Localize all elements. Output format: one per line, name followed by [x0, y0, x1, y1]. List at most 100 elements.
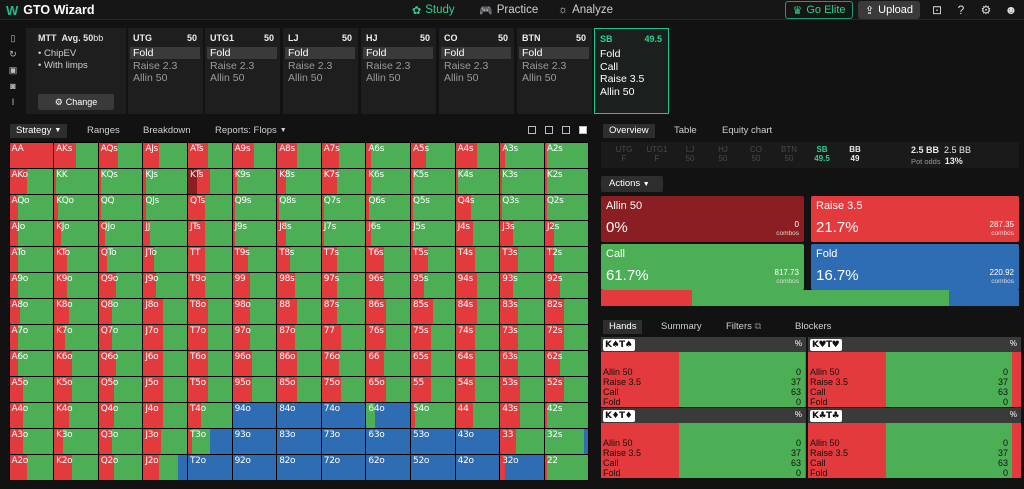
seq-lj[interactable]: LJ 50: [675, 145, 705, 163]
hand-cell-a8o[interactable]: A8o: [9, 298, 54, 324]
position-action[interactable]: Fold: [207, 47, 277, 59]
hand-cell-a4s[interactable]: A4s: [455, 142, 500, 168]
history-icon[interactable]: ↻: [9, 49, 17, 59]
hand-cell-92o[interactable]: 92o: [232, 454, 277, 480]
hand-card[interactable]: K♣T♣ % Allin 50 0 Raise 3.5 37 Call 63 Fold 0: [808, 408, 1021, 478]
hand-cell-32o[interactable]: 32o: [500, 454, 544, 480]
hand-cell-k8o[interactable]: K8o: [54, 298, 98, 324]
hand-cell-k9o[interactable]: K9o: [54, 272, 98, 298]
change-button[interactable]: ⚙ Change: [38, 94, 114, 110]
hand-cell-j8o[interactable]: J8o: [143, 298, 187, 324]
seq-bb[interactable]: BB 49: [840, 145, 870, 163]
hand-cell-q2o[interactable]: Q2o: [98, 454, 143, 480]
position-action[interactable]: Raise 2.3: [133, 59, 178, 72]
action-box-fold[interactable]: Fold 16.7% 220.92 combos: [811, 244, 1019, 290]
hand-cell-75o[interactable]: 75o: [321, 376, 366, 402]
go-elite-button[interactable]: ♛ Go Elite: [785, 1, 853, 19]
hand-cell-q4o[interactable]: Q4o: [98, 402, 143, 428]
hand-cell-j2o[interactable]: J2o: [143, 454, 187, 480]
hand-cell-j4s[interactable]: J4s: [455, 220, 500, 246]
hand-cell-83o[interactable]: 83o: [277, 428, 321, 454]
position-action[interactable]: Raise 2.3: [288, 59, 333, 72]
hand-cell-j9s[interactable]: J9s: [232, 220, 277, 246]
hand-cell-95o[interactable]: 95o: [232, 376, 277, 402]
position-action[interactable]: Fold: [130, 47, 200, 59]
hand-cell-76o[interactable]: 76o: [321, 350, 366, 376]
position-action[interactable]: Allin 50: [444, 72, 479, 84]
hand-cell-93s[interactable]: 93s: [500, 272, 544, 298]
position-action[interactable]: Raise 2.3: [522, 59, 567, 72]
hand-cell-22[interactable]: 22: [544, 454, 589, 480]
position-action[interactable]: Raise 2.3: [444, 59, 489, 72]
hand-cell-jto[interactable]: JTo: [143, 246, 187, 272]
hand-cell-72o[interactable]: 72o: [321, 454, 366, 480]
hand-cell-63o[interactable]: 63o: [366, 428, 411, 454]
hand-cell-k7s[interactable]: K7s: [321, 168, 366, 194]
hand-cell-85o[interactable]: 85o: [277, 376, 321, 402]
hand-cell-k2s[interactable]: K2s: [544, 168, 589, 194]
tab-hands[interactable]: Hands: [603, 320, 643, 334]
hand-cell-86o[interactable]: 86o: [277, 350, 321, 376]
upload-button[interactable]: ⇪ Upload: [858, 1, 920, 19]
hand-cell-44[interactable]: 44: [455, 402, 500, 428]
hand-cell-j4o[interactable]: J4o: [143, 402, 187, 428]
hand-cell-k7o[interactable]: K7o: [54, 324, 98, 350]
hand-cell-a7o[interactable]: A7o: [9, 324, 54, 350]
hand-cell-t7s[interactable]: T7s: [321, 246, 366, 272]
hand-cell-54o[interactable]: 54o: [411, 402, 455, 428]
position-action[interactable]: Fold: [363, 47, 433, 59]
position-action[interactable]: Allin 50: [288, 72, 323, 84]
hand-cell-a5o[interactable]: A5o: [9, 376, 54, 402]
hand-cell-a9o[interactable]: A9o: [9, 272, 54, 298]
tab-blockers[interactable]: Blockers: [795, 321, 832, 332]
hand-cell-t4o[interactable]: T4o: [187, 402, 232, 428]
position-action[interactable]: Raise 2.3: [366, 59, 411, 72]
hand-cell-ajs[interactable]: AJs: [143, 142, 187, 168]
text-cursor-icon[interactable]: I: [11, 97, 15, 107]
hand-cell-62s[interactable]: 62s: [544, 350, 589, 376]
hand-cell-a8s[interactable]: A8s: [277, 142, 321, 168]
position-card-utg1[interactable]: UTG1 50 Fold Raise 2.3 Allin 50: [205, 28, 280, 114]
logo[interactable]: W GTO Wizard: [6, 2, 94, 18]
hand-cell-99[interactable]: 99: [232, 272, 277, 298]
hand-cell-t8s[interactable]: T8s: [277, 246, 321, 272]
hand-cell-t5s[interactable]: T5s: [411, 246, 455, 272]
seq-hj[interactable]: HJ 50: [708, 145, 738, 163]
hand-cell-kqo[interactable]: KQo: [54, 194, 98, 220]
save-icon[interactable]: ▣: [8, 65, 18, 75]
seq-btn[interactable]: BTN 50: [774, 145, 804, 163]
hand-cell-q9s[interactable]: Q9s: [232, 194, 277, 220]
position-action[interactable]: Allin 50: [133, 72, 168, 84]
hand-cell-j6o[interactable]: J6o: [143, 350, 187, 376]
action-box-call[interactable]: Call 61.7% 817.73 combos: [601, 244, 804, 290]
hand-cell-k4o[interactable]: K4o: [54, 402, 98, 428]
tab-breakdown[interactable]: Breakdown: [143, 125, 191, 136]
hand-cell-k2o[interactable]: K2o: [54, 454, 98, 480]
position-action[interactable]: Fold: [285, 47, 355, 59]
hand-cell-aqs[interactable]: AQs: [98, 142, 143, 168]
hand-cell-qjs[interactable]: QJs: [143, 194, 187, 220]
nav-analyze[interactable]: ☼ Analyze: [558, 2, 613, 18]
hand-cell-kjs[interactable]: KJs: [143, 168, 187, 194]
hand-cell-q7s[interactable]: Q7s: [321, 194, 366, 220]
hand-cell-k4s[interactable]: K4s: [455, 168, 500, 194]
tab-equity-chart[interactable]: Equity chart: [722, 125, 773, 136]
hand-cell-82s[interactable]: 82s: [544, 298, 589, 324]
hand-cell-j3s[interactable]: J3s: [500, 220, 544, 246]
hand-cell-64o[interactable]: 64o: [366, 402, 411, 428]
hand-cell-aa[interactable]: AA: [9, 142, 54, 168]
hand-cell-43s[interactable]: 43s: [500, 402, 544, 428]
hand-cell-a6o[interactable]: A6o: [9, 350, 54, 376]
hand-cell-94o[interactable]: 94o: [232, 402, 277, 428]
hand-cell-52o[interactable]: 52o: [411, 454, 455, 480]
hand-cell-88[interactable]: 88: [277, 298, 321, 324]
seq-sb[interactable]: SB 49.5: [807, 145, 837, 163]
hand-cell-aks[interactable]: AKs: [54, 142, 98, 168]
hand-cell-jts[interactable]: JTs: [187, 220, 232, 246]
tab-table[interactable]: Table: [674, 125, 697, 136]
position-action[interactable]: Call: [600, 60, 619, 73]
seq-utg1[interactable]: UTG1 F: [642, 145, 672, 163]
hand-cell-kjo[interactable]: KJo: [54, 220, 98, 246]
hand-cell-j5s[interactable]: J5s: [411, 220, 455, 246]
hand-cell-74o[interactable]: 74o: [321, 402, 366, 428]
